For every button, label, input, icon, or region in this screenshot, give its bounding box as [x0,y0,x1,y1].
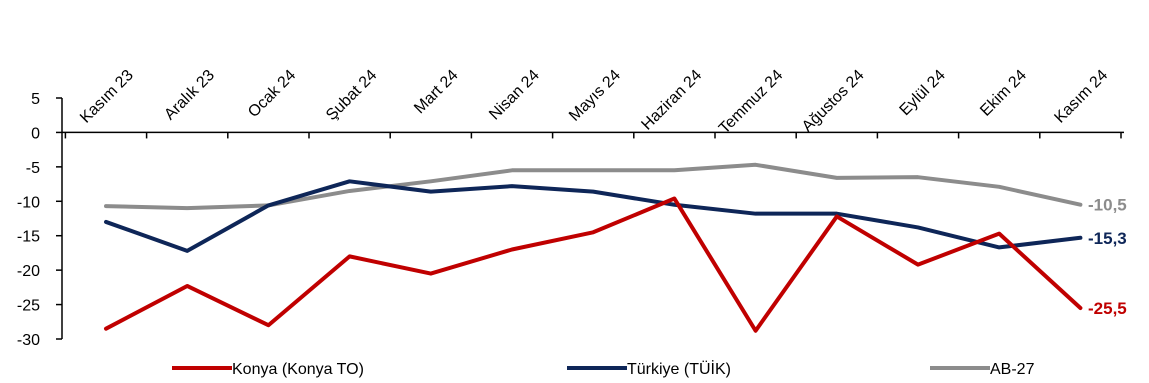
legend-label: AB-27 [990,361,1035,378]
end-label-2: -10,5 [1088,196,1127,215]
end-label-0: -25,5 [1088,299,1127,318]
legend-label: Konya (Konya TO) [232,361,364,378]
x-tick-label: Ağustos 24 [799,67,868,136]
end-labels: -25,5 -15,3 -10,5 [1088,196,1127,318]
x-tick-label: Aralık 23 [161,67,218,124]
y-tick-label: -25 [17,298,40,315]
y-tick-label: 5 [31,91,40,108]
x-tick-label: Eylül 24 [897,67,949,119]
x-tick-label: Kasım 23 [77,67,137,127]
y-tick-label: -15 [17,229,40,246]
x-tick-label: Ocak 24 [245,67,299,121]
legend-label: Türkiye (TÜİK) [627,359,731,378]
legend: Konya (Konya TO) Türkiye (TÜİK) AB-27 [172,359,1035,378]
y-tick-label: -30 [17,332,40,349]
x-tick-label: Mart 24 [411,67,461,117]
y-tick-label: -10 [17,194,40,211]
x-tick-label: Mayıs 24 [566,67,624,125]
x-tick-label: Haziran 24 [638,67,705,134]
y-tick-label: -5 [26,160,40,177]
series-line-1 [104,179,1083,253]
x-axis: Kasım 23 Aralık 23 Ocak 24 Şubat 24 Mart 24 N… [62,67,1124,139]
y-axis: 5 0 -5 -10 -15 -20 -25 -30 [17,91,63,349]
x-tick-label: Nisan 24 [486,67,543,124]
x-tick-label: Temmuz 24 [716,67,787,138]
series-line-2 [104,162,1083,211]
x-tick-label: Kasım 24 [1051,67,1111,127]
end-label-1: -15,3 [1088,229,1127,248]
y-tick-label: 0 [31,125,40,142]
x-tick-label: Ekim 24 [977,67,1030,120]
x-tick-label: Şubat 24 [323,67,380,124]
y-tick-label: -20 [17,263,40,280]
series-layer [104,162,1083,333]
series-line-0 [104,196,1083,333]
